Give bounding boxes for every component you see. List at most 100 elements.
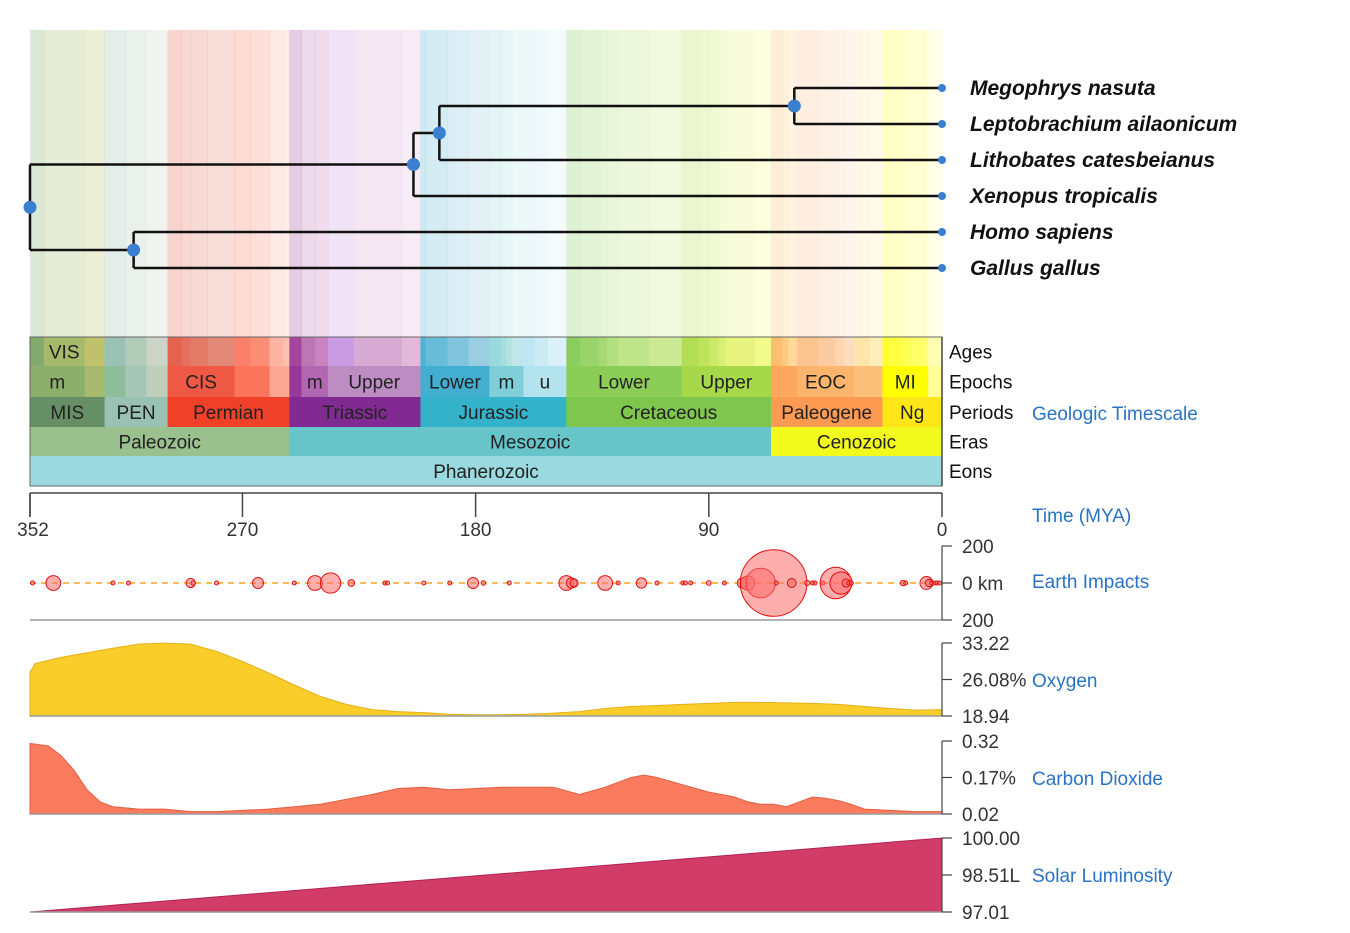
ages-band-31 — [566, 337, 581, 366]
earth-impacts-panel: 200 0 km 200 — [30, 537, 1003, 632]
background-band-age — [315, 30, 329, 337]
background-band-age — [606, 30, 619, 337]
impact-crater-point — [347, 579, 356, 587]
background-band-age — [681, 30, 700, 337]
impact-crater-point — [597, 575, 614, 591]
impact-crater-point — [804, 579, 811, 587]
impact-crater-point — [125, 580, 131, 586]
leaf-dot-megophrys-nasuta — [938, 84, 946, 92]
tree-node-ranid-megophryid — [432, 126, 446, 140]
tree-node-amphibians — [406, 158, 420, 171]
eras-label-paleozoic: Paleozoic — [118, 433, 200, 454]
impact-crater-point — [385, 580, 391, 586]
background-band-age — [234, 30, 251, 337]
ages-band-10 — [234, 337, 251, 366]
background-band-age — [534, 30, 549, 337]
impact-crater-point — [190, 580, 196, 586]
background-band-age — [500, 30, 507, 337]
carbon-dioxide-label[interactable]: Carbon Dioxide — [1032, 769, 1163, 790]
ages-band-54 — [900, 337, 907, 366]
ages-band-48 — [835, 337, 845, 366]
ages-band-4 — [125, 337, 147, 366]
solar-luminosity-panel: 100.00 98.51L 97.01 — [29, 829, 1020, 924]
background-band-age — [818, 30, 836, 337]
epochs-label-lower: Lower — [429, 373, 481, 394]
ages-band-7 — [181, 337, 191, 366]
periods-label-pen: PEN — [117, 403, 156, 424]
background-band-age — [923, 30, 929, 337]
impact-crater-point — [291, 580, 297, 586]
impact-crater-point — [447, 580, 453, 586]
background-band-age — [283, 30, 290, 337]
background-band-age — [353, 30, 403, 337]
ages-band-50 — [854, 337, 871, 366]
background-band-age — [181, 30, 191, 337]
periods-band-permian — [167, 397, 290, 427]
time-axis-label[interactable]: Time (MYA) — [1032, 506, 1131, 527]
periods-label-cretaceous: Cretaceous — [620, 403, 717, 424]
background-band-age — [755, 30, 772, 337]
background-band-age — [125, 30, 148, 337]
tree-node-megophryids — [787, 99, 801, 113]
impact-crater-point — [936, 580, 942, 586]
axis-tick-label-90: 90 — [698, 520, 719, 541]
background-band-age — [566, 30, 581, 337]
carbon-dioxide-tick-label: 0.17% — [962, 769, 1016, 790]
background-band-age — [447, 30, 470, 337]
ages-band-27 — [511, 337, 519, 366]
impact-crater-point — [319, 572, 342, 594]
geologic-timescale-title[interactable]: Geologic Timescale — [1032, 404, 1198, 425]
species-label-leptobrachium-ailaonicum: Leptobrachium ailaonicum — [970, 113, 1237, 136]
periods-label-permian: Permian — [193, 403, 264, 424]
epochs-band-18 — [854, 366, 883, 397]
background-band-age — [301, 30, 316, 337]
axis-tick-label-270: 270 — [227, 520, 259, 541]
ages-band-25 — [500, 337, 507, 366]
impact-crater-point — [903, 580, 909, 586]
ages-band-38 — [698, 337, 710, 366]
ages-band-6 — [167, 337, 182, 366]
epochs-band-mi — [882, 366, 929, 397]
ages-band-15 — [301, 337, 316, 366]
background-band-age — [511, 30, 519, 337]
ages-band-0 — [30, 337, 45, 366]
periods-band-cretaceous — [566, 397, 772, 427]
epochs-band-7 — [269, 366, 290, 397]
leaf-dot-gallus-gallus — [938, 264, 946, 272]
background-band-age — [327, 30, 355, 337]
epochs-band-6 — [234, 366, 270, 397]
row-label-periods: Periods — [949, 403, 1013, 424]
periods-band-triassic — [289, 397, 421, 427]
carbon-dioxide-tick-label: 0.02 — [962, 805, 999, 826]
ages-band-44 — [782, 337, 789, 366]
oxygen-label[interactable]: Oxygen — [1032, 671, 1097, 692]
epochs-label-u: u — [540, 373, 551, 394]
background-band-age — [782, 30, 790, 337]
ages-band-vis — [43, 337, 85, 366]
background-band-age — [207, 30, 236, 337]
impact-crater-point — [214, 580, 220, 586]
background-band-age — [30, 30, 45, 337]
impact-crater-point — [705, 580, 712, 586]
ages-band-45 — [788, 337, 798, 366]
background-band-age — [505, 30, 513, 337]
impact-crater-point — [654, 580, 660, 586]
epochs-band-eoc — [796, 366, 855, 397]
earth-impacts-label[interactable]: Earth Impacts — [1032, 572, 1149, 593]
row-label-eons: Eons — [949, 462, 992, 483]
epochs-label-m: m — [49, 373, 65, 394]
ages-band-16 — [315, 337, 329, 366]
impact-crater-point — [721, 580, 727, 586]
ages-band-57 — [923, 337, 929, 366]
background-band-age — [84, 30, 106, 337]
carbon-dioxide-area — [29, 742, 943, 815]
ages-band-8 — [190, 337, 208, 366]
ages-band-33 — [598, 337, 608, 366]
impact-crater-point — [421, 580, 427, 586]
background-band-age — [579, 30, 599, 337]
ages-band-11 — [250, 337, 270, 366]
solar-luminosity-label[interactable]: Solar Luminosity — [1032, 866, 1173, 887]
background-band-age — [709, 30, 719, 337]
background-band-age — [167, 30, 183, 337]
background-band-age — [190, 30, 208, 337]
